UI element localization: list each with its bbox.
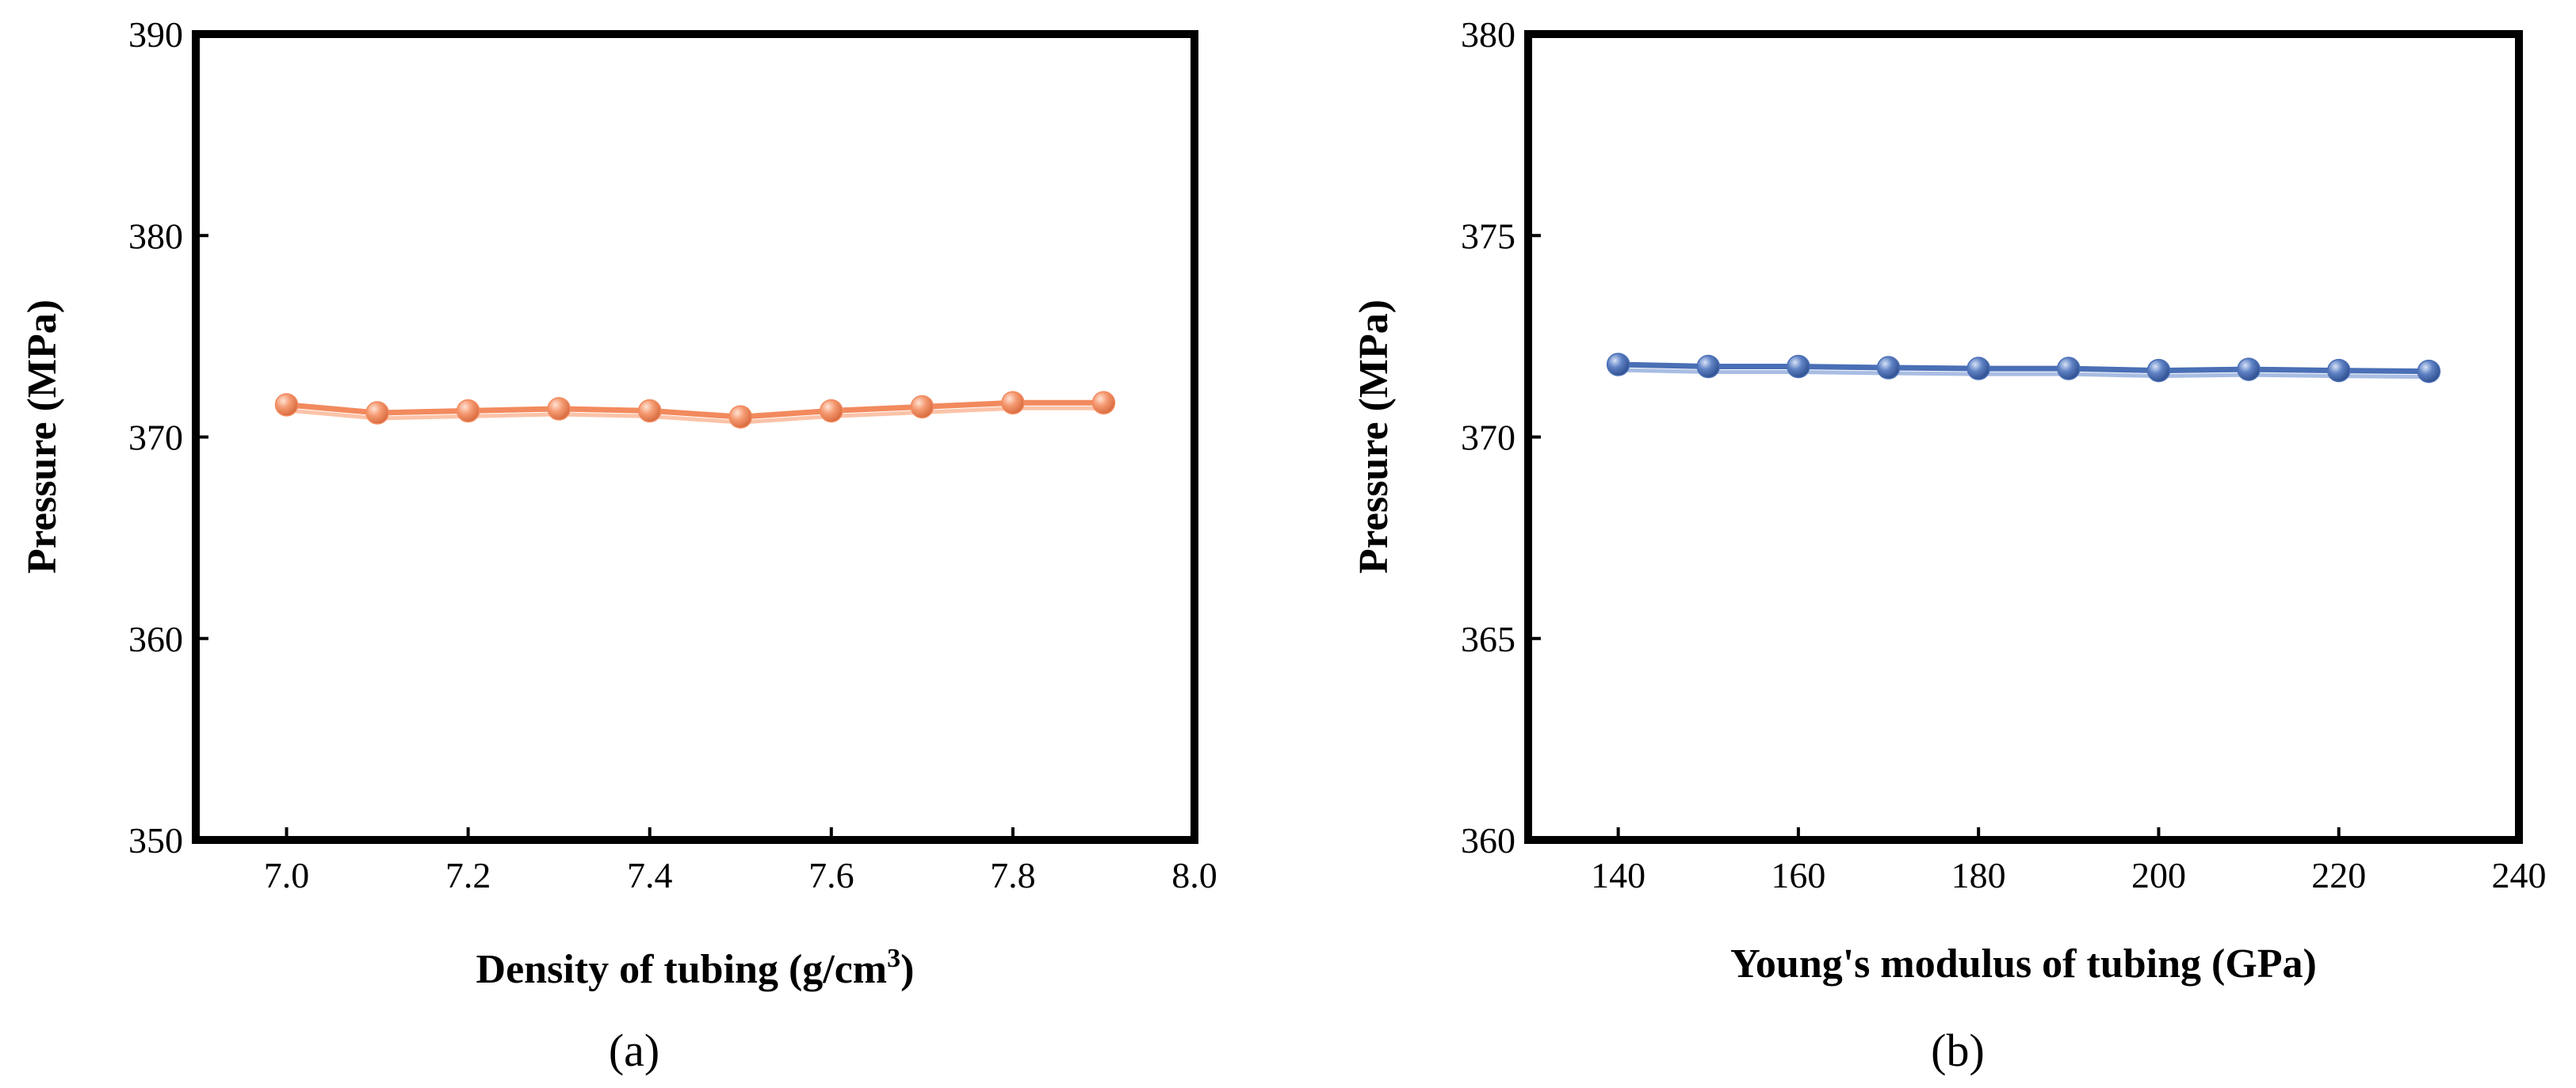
- panel-a-data-point: [637, 399, 662, 423]
- panel-b-series-shadow-line: [1618, 368, 2429, 380]
- panel-a-xtick-label: 7.4: [627, 855, 673, 895]
- panel-a-xtick-label: 7.2: [445, 855, 491, 895]
- panel-a-ytick-label: 380: [128, 216, 183, 256]
- panel-a-data-point: [820, 399, 843, 423]
- panel-a-xtick-label: 8.0: [1171, 855, 1217, 895]
- panel-b-frame: [1524, 30, 2523, 844]
- panel-b: 140 160 180 200 220 240 360 365 370 375 380 Press…: [1351, 14, 2547, 1076]
- panel-b-data-point: [2146, 358, 2171, 383]
- panel-a-xlabel-sup: 3: [887, 944, 900, 973]
- panel-a-data-point: [1001, 391, 1025, 415]
- panel-b-data-point: [2057, 357, 2081, 380]
- panel-a-data-point: [274, 393, 299, 417]
- panel-a-data-point: [1091, 391, 1116, 415]
- panel-b-xtick-label: 240: [2492, 855, 2547, 895]
- panel-b-ytick-label: 370: [1461, 418, 1515, 458]
- panel-a-data-point: [365, 401, 389, 425]
- panel-a: 7.0 7.2 7.4 7.6 7.8 8.0 350 360 370 380 390 Press…: [20, 14, 1217, 1076]
- panel-a-ylabel: Pressure (MPa): [20, 300, 65, 574]
- panel-b-data-point: [1787, 354, 1810, 379]
- panel-a-series-line: [286, 399, 1104, 420]
- panel-b-xtick-label: 220: [2311, 855, 2366, 895]
- panel-b-data-point: [1876, 356, 1901, 380]
- panel-b-data-point: [1966, 357, 1990, 380]
- panel-a-xtick-label: 7.0: [264, 855, 310, 895]
- panel-b-label: (b): [1931, 1025, 1985, 1076]
- panel-a-series: [274, 391, 1116, 429]
- panel-b-series-line: [1618, 361, 2429, 375]
- panel-a-label: (a): [609, 1025, 659, 1076]
- panel-b-xtick-label: 180: [1951, 855, 2006, 895]
- panel-b-ytick-label: 375: [1461, 216, 1515, 256]
- panel-a-data-point: [910, 395, 934, 419]
- panel-a-xlabel: Density of tubing (g/cm3): [476, 944, 915, 992]
- panel-b-ytick-label: 380: [1461, 14, 1515, 55]
- panel-b-ylabel: Pressure (MPa): [1351, 300, 1397, 574]
- panel-b-data-point: [2326, 358, 2351, 383]
- panel-b-ytick-label: 360: [1461, 820, 1515, 861]
- panel-a-ytick-label: 350: [128, 820, 183, 861]
- panel-a-data-point: [547, 397, 571, 421]
- panel-b-data-point: [2237, 357, 2261, 381]
- panel-b-ytick-label: 365: [1461, 619, 1515, 659]
- panel-b-xtick-label: 160: [1771, 855, 1825, 895]
- panel-a-ytick-label: 370: [128, 418, 183, 458]
- panel-b-series: [1606, 353, 2441, 384]
- panel-b-xtick-label: 140: [1591, 855, 1645, 895]
- panel-b-xtick-label: 200: [2131, 855, 2186, 895]
- panel-a-yticks: 350 360 370 380 390: [128, 14, 208, 861]
- panel-a-series-shadow-line: [286, 406, 1104, 425]
- panel-a-xlabel-end: ): [900, 947, 914, 992]
- panel-a-xtick-label: 7.6: [808, 855, 854, 895]
- panel-b-data-point: [2417, 359, 2441, 384]
- panel-a-xlabel-main: Density of tubing (g/cm: [476, 947, 888, 992]
- panel-a-xtick-label: 7.8: [990, 855, 1036, 895]
- panel-a-ytick-label: 360: [128, 619, 183, 659]
- panel-b-data-point: [1606, 353, 1630, 376]
- panel-a-data-point: [456, 399, 480, 423]
- panel-b-data-point: [1696, 354, 1721, 379]
- panel-b-yticks: 360 365 370 375 380: [1461, 14, 1541, 861]
- panel-a-data-point: [728, 405, 753, 429]
- panel-a-frame: [192, 30, 1198, 844]
- panel-b-xlabel: Young's modulus of tubing (GPa): [1730, 941, 2317, 987]
- panel-a-ytick-label: 390: [128, 14, 183, 55]
